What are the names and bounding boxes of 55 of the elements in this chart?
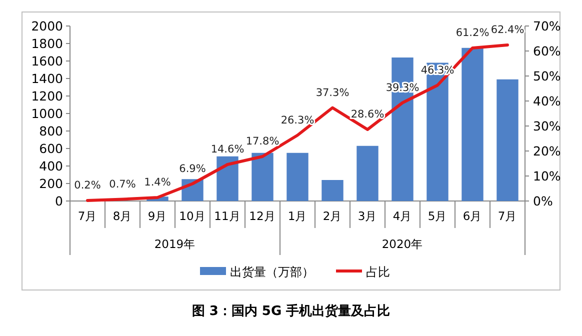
x-tick-label: 3月: [358, 209, 378, 223]
bar: [322, 180, 344, 201]
x-tick-label: 2月: [322, 209, 342, 223]
y2-tick-label: 50%: [533, 68, 561, 84]
y2-tick-label: 20%: [533, 144, 561, 158]
bar: [356, 146, 378, 201]
data-label: 1.4%: [144, 176, 171, 188]
y2-tick-label: 70%: [533, 18, 561, 34]
data-label: 61.2%: [456, 27, 490, 39]
y-tick-label: 0: [55, 194, 64, 208]
y2-tick-label: 60%: [533, 44, 561, 58]
legend-label: 占比: [366, 265, 390, 279]
y-tick-label: 1400: [31, 71, 64, 86]
x-tick-label: 1月: [288, 209, 308, 223]
data-label: 37.3%: [316, 86, 350, 99]
x-tick-label: 5月: [428, 209, 448, 223]
y2-tick-label: 0%: [533, 194, 553, 208]
data-label: 17.8%: [246, 136, 280, 148]
data-label: 62.4%: [490, 24, 524, 36]
data-label: 0.7%: [109, 178, 136, 190]
x-tick-label: 7月: [78, 209, 98, 223]
text: 2020年: [382, 237, 424, 251]
x-tick-label: 12月: [249, 209, 276, 223]
bar: [496, 79, 518, 201]
y-tick-label: 1800: [31, 36, 64, 51]
y2-tick-label: 30%: [533, 118, 561, 134]
x-tick-label: 11月: [214, 209, 241, 223]
data-label: 26.3%: [280, 114, 314, 126]
x-tick-label: 10月: [179, 209, 206, 223]
x-tick-label: 7月: [498, 209, 518, 223]
y-tick-label: 600: [39, 141, 64, 156]
x-tick-label: 4月: [392, 209, 412, 223]
bar: [462, 48, 484, 201]
y2-tick-label: 40%: [533, 94, 561, 108]
x-tick-label: 9月: [148, 209, 168, 223]
x-tick-label: 6月: [462, 209, 482, 223]
y-tick-label: 1600: [31, 54, 64, 68]
data-label: 14.6%: [210, 144, 244, 156]
x-tick-label: 8月: [112, 209, 132, 223]
bar: [252, 152, 274, 201]
data-label: 28.6%: [350, 108, 384, 120]
y-tick-label: 1200: [31, 88, 64, 104]
y-tick-label: 200: [39, 176, 64, 191]
legend-label: 出货量（万部）: [230, 265, 314, 279]
y-tick-label: 1000: [31, 106, 64, 121]
bar: [286, 152, 308, 201]
text: 2019年: [154, 237, 196, 251]
data-label: 6.9%: [179, 162, 206, 175]
bar: [216, 156, 238, 201]
y-tick-label: 800: [39, 124, 64, 138]
y2-tick-label: 10%: [533, 168, 561, 184]
data-label: 0.2%: [74, 180, 101, 192]
y-tick-label: 400: [39, 158, 64, 174]
text: 图 3：国内 5G 手机出货量及占比: [192, 303, 390, 319]
y-tick-label: 2000: [31, 18, 64, 34]
